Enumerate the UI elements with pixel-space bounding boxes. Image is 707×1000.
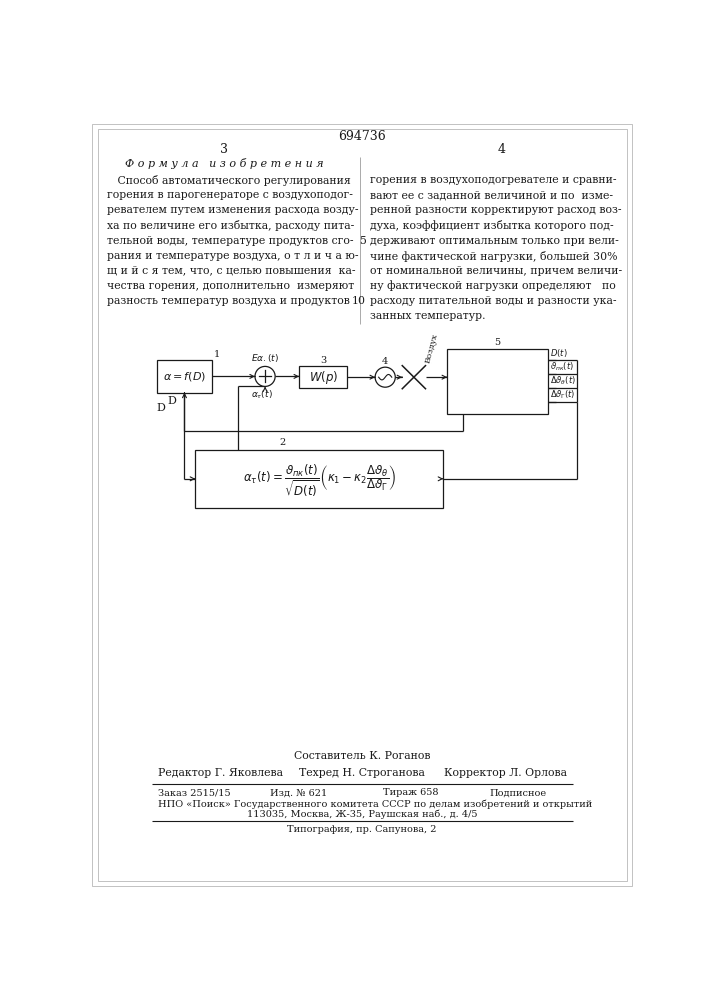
Text: ну фактической нагрузки определяют   по: ну фактической нагрузки определяют по [370, 281, 616, 291]
Bar [448, 349, 548, 414]
Text: горения в парогенераторе с воздухоподог-: горения в парогенераторе с воздухоподог- [107, 190, 353, 200]
Text: Изд. № 621: Изд. № 621 [271, 788, 328, 797]
Text: $\alpha=f(D)$: $\alpha=f(D)$ [163, 370, 206, 383]
Text: 2: 2 [279, 438, 285, 447]
Text: 4: 4 [382, 357, 388, 366]
Text: чества горения, дополнительно  измеряют: чества горения, дополнительно измеряют [107, 281, 354, 291]
Text: Редактор Г. Яковлева: Редактор Г. Яковлева [158, 768, 283, 778]
Text: расходу питательной воды и разности ука-: расходу питательной воды и разности ука- [370, 296, 617, 306]
Text: $D(t)$: $D(t)$ [550, 347, 568, 359]
Text: 1: 1 [214, 350, 220, 359]
Text: от номинальной величины, причем величи-: от номинальной величины, причем величи- [370, 266, 622, 276]
Text: ревателем путем изменения расхода возду-: ревателем путем изменения расхода возду- [107, 205, 358, 215]
Text: Техред Н. Строганова: Техред Н. Строганова [299, 768, 425, 778]
Text: Воздух: Воздух [424, 333, 440, 364]
Text: 5: 5 [359, 235, 366, 245]
Text: ха по величине его избытка, расходу пита-: ха по величине его избытка, расходу пита… [107, 220, 354, 231]
Text: Типография, пр. Сапунова, 2: Типография, пр. Сапунова, 2 [287, 825, 437, 834]
Text: вают ее с заданной величиной и по  изме-: вают ее с заданной величиной и по изме- [370, 190, 613, 200]
Text: 694736: 694736 [338, 130, 386, 143]
Text: $\Delta\vartheta_{\theta}(t)$: $\Delta\vartheta_{\theta}(t)$ [550, 375, 576, 387]
Bar [299, 366, 347, 388]
Text: $\vartheta_{пк}(t)$: $\vartheta_{пк}(t)$ [550, 361, 574, 373]
Text: $W(p)$: $W(p)$ [308, 369, 338, 386]
Text: Способ автоматического регулирования: Способ автоматического регулирования [107, 175, 351, 186]
Text: горения в воздухоподогревателе и сравни-: горения в воздухоподогревателе и сравни- [370, 175, 617, 185]
Text: D: D [168, 396, 177, 406]
Text: Ф о р м у л а   и з о б р е т е н и я: Ф о р м у л а и з о б р е т е н и я [125, 158, 324, 169]
Text: держивают оптимальным только при вели-: держивают оптимальным только при вели- [370, 235, 619, 245]
Text: 113035, Москва, Ж-35, Раушская наб., д. 4/5: 113035, Москва, Ж-35, Раушская наб., д. … [247, 809, 477, 819]
Text: чине фактической нагрузки, большей 30%: чине фактической нагрузки, большей 30% [370, 251, 617, 262]
Text: рания и температуре воздуха, о т л и ч а ю-: рания и температуре воздуха, о т л и ч а… [107, 251, 358, 261]
Text: разность температур воздуха и продуктов: разность температур воздуха и продуктов [107, 296, 350, 306]
Text: тельной воды, температуре продуктов сго-: тельной воды, температуре продуктов сго- [107, 235, 354, 245]
Text: 4: 4 [498, 143, 506, 156]
Text: духа, коэффициент избытка которого под-: духа, коэффициент избытка которого под- [370, 220, 614, 231]
Circle shape [375, 367, 395, 387]
Text: 3: 3 [220, 143, 228, 156]
Text: Подписное: Подписное [490, 788, 547, 797]
Text: занных температур.: занных температур. [370, 311, 485, 321]
Text: ренной разности корректируют расход воз-: ренной разности корректируют расход воз- [370, 205, 621, 215]
Bar [156, 360, 212, 393]
Text: Корректор Л. Орлова: Корректор Л. Орлова [444, 768, 567, 778]
Text: Заказ 2515/15: Заказ 2515/15 [158, 788, 230, 797]
Text: $\Delta\vartheta_{\Gamma}(t)$: $\Delta\vartheta_{\Gamma}(t)$ [550, 389, 575, 401]
Text: $E\alpha.(t)$: $E\alpha.(t)$ [251, 352, 279, 364]
Text: Тираж 658: Тираж 658 [383, 788, 438, 797]
Text: $\alpha_{\tau}(t)$: $\alpha_{\tau}(t)$ [251, 389, 273, 401]
Text: НПО «Поиск» Государственного комитета СССР по делам изобретений и открытий: НПО «Поиск» Государственного комитета СС… [158, 799, 592, 809]
Text: $\alpha_{\tau}(t)=\dfrac{\vartheta_{пк}(t)}{\sqrt{D(t)}}\left(\kappa_{1}-\kappa_: $\alpha_{\tau}(t)=\dfrac{\vartheta_{пк}(… [243, 462, 396, 499]
Text: D: D [157, 403, 165, 413]
Bar [195, 450, 443, 508]
Circle shape [255, 366, 275, 386]
Text: 3: 3 [320, 356, 327, 365]
Text: 10: 10 [352, 296, 366, 306]
Text: щ и й с я тем, что, с целью повышения  ка-: щ и й с я тем, что, с целью повышения ка… [107, 266, 356, 276]
Text: Составитель К. Роганов: Составитель К. Роганов [293, 751, 430, 761]
Text: 5: 5 [494, 338, 501, 347]
